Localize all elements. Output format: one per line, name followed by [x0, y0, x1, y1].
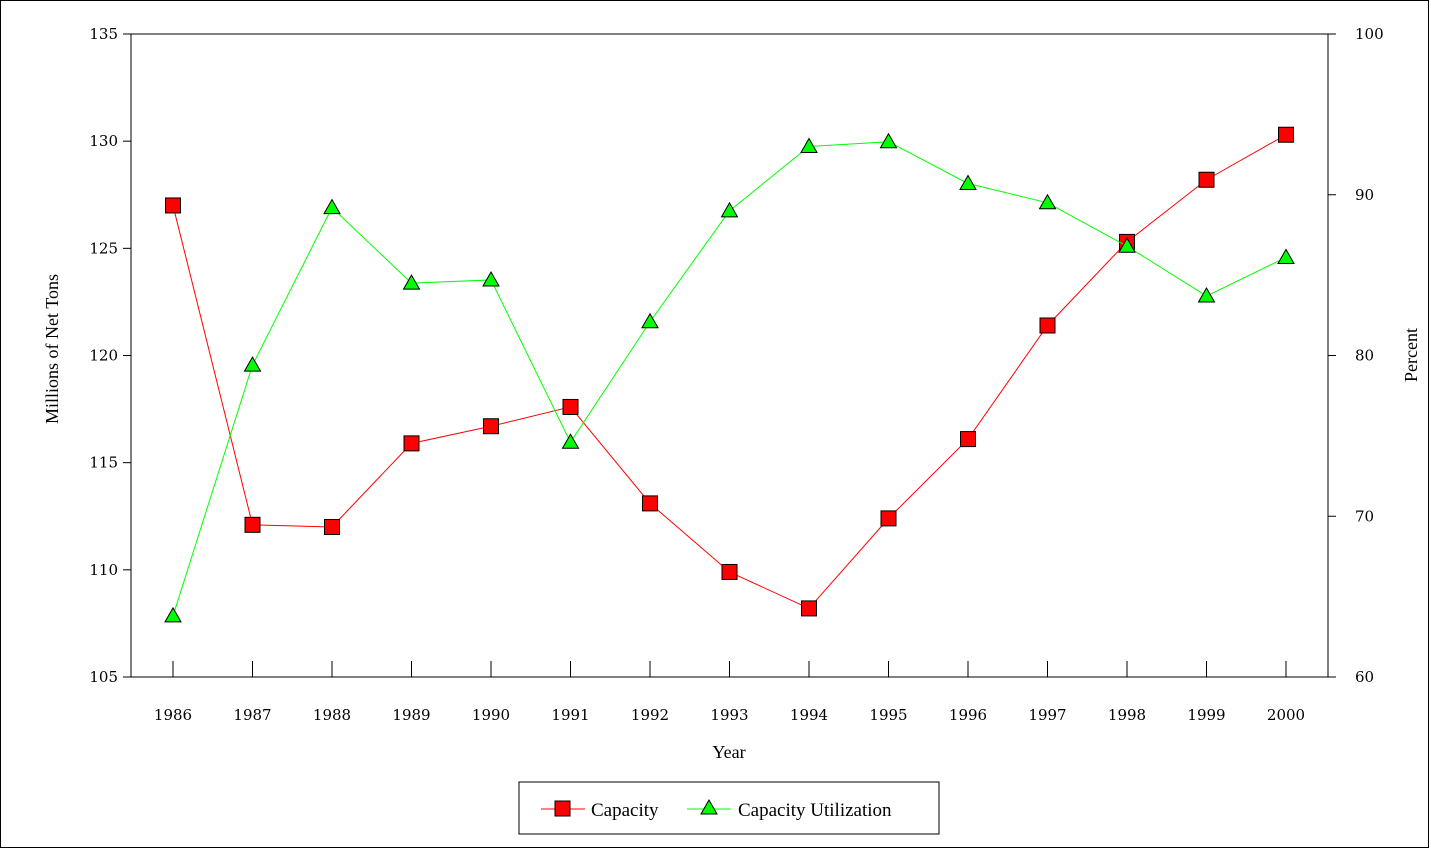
capacity-utilization-point — [1277, 248, 1295, 264]
legend-utilization-label: Capacity Utilization — [738, 800, 892, 821]
capacity-utilization-point — [641, 312, 659, 329]
legend-box — [518, 781, 940, 835]
capacity-utilization-point — [1197, 287, 1216, 303]
x-tick-label: 1999 — [1187, 706, 1225, 724]
capacity-utilization-point — [164, 606, 182, 623]
capacity-utilization-point — [323, 198, 341, 215]
x-tick-label: 1998 — [1108, 706, 1146, 724]
capacity-utilization-point — [800, 137, 818, 154]
y-tick-label: 105 — [89, 668, 118, 686]
capacity-point — [1039, 317, 1056, 334]
y2-tick-label: 60 — [1355, 668, 1374, 686]
capacity-utilization-point — [720, 201, 739, 218]
x-tick-label: 1986 — [154, 706, 192, 724]
plot-area-border — [130, 33, 1329, 678]
capacity-utilization-point — [879, 132, 898, 149]
x-tick-label: 1992 — [631, 706, 669, 724]
y2-tick-label: 70 — [1355, 507, 1374, 525]
y2-tick-label: 80 — [1355, 347, 1374, 365]
x-tick-label: 1995 — [869, 706, 907, 724]
x-axis-title: Year — [712, 742, 745, 762]
x-tick-label: 1990 — [472, 706, 510, 724]
capacity-utilization-point — [243, 356, 262, 372]
capacity-utilization-point — [1118, 237, 1136, 253]
capacity-point — [562, 398, 579, 415]
y2-axis-title: Percent — [1401, 328, 1421, 382]
capacity-point — [483, 418, 499, 435]
x-tick-label: 1994 — [790, 706, 828, 724]
x-tick-label: 1988 — [313, 706, 351, 724]
y-tick-label: 115 — [89, 454, 118, 472]
y2-tick-label: 90 — [1355, 186, 1374, 204]
capacity-point — [403, 435, 420, 452]
series-layer — [164, 126, 1295, 623]
capacity-utilization-point — [959, 174, 977, 190]
y2-tick-label: 100 — [1355, 25, 1384, 43]
capacity-utilization-point — [561, 433, 580, 449]
capacity-point — [165, 197, 181, 214]
capacity-point — [1198, 171, 1215, 188]
capacity-utilization-point — [1038, 193, 1057, 210]
y-tick-label: 125 — [89, 239, 118, 257]
capacity-point — [960, 431, 976, 448]
y-tick-label: 110 — [89, 561, 118, 579]
capacity-point — [880, 510, 897, 527]
x-tick-label: 1993 — [710, 706, 748, 724]
legend: Capacity Capacity Utilization — [518, 781, 940, 835]
x-tick-label: 1989 — [392, 706, 430, 724]
x-tick-label: 1987 — [233, 706, 271, 724]
capacity-utilization-point — [402, 274, 421, 290]
x-tick-label: 2000 — [1267, 706, 1305, 724]
capacity-utilization-point — [482, 270, 500, 287]
legend-capacity-marker — [554, 800, 571, 817]
capacity-point — [801, 600, 817, 617]
x-tick-label: 1991 — [551, 706, 589, 724]
y-tick-label: 130 — [89, 132, 118, 150]
legend-utilization-marker — [700, 798, 718, 815]
capacity-point — [324, 518, 340, 535]
y-axis-title: Millions of Net Tons — [42, 274, 62, 424]
y-tick-label: 135 — [89, 25, 118, 43]
capacity-point — [721, 563, 738, 580]
y-tick-label: 120 — [89, 347, 118, 365]
x-tick-label: 1997 — [1028, 706, 1066, 724]
capacity-point — [642, 495, 658, 512]
axes-layer: 105 110 115 120 125 130 135 60 70 80 90 100 1986 1987… — [89, 25, 1383, 724]
legend-capacity-label: Capacity — [591, 800, 659, 821]
x-tick-label: 1996 — [949, 706, 987, 724]
capacity-point — [1278, 126, 1294, 143]
capacity-point — [244, 516, 261, 533]
